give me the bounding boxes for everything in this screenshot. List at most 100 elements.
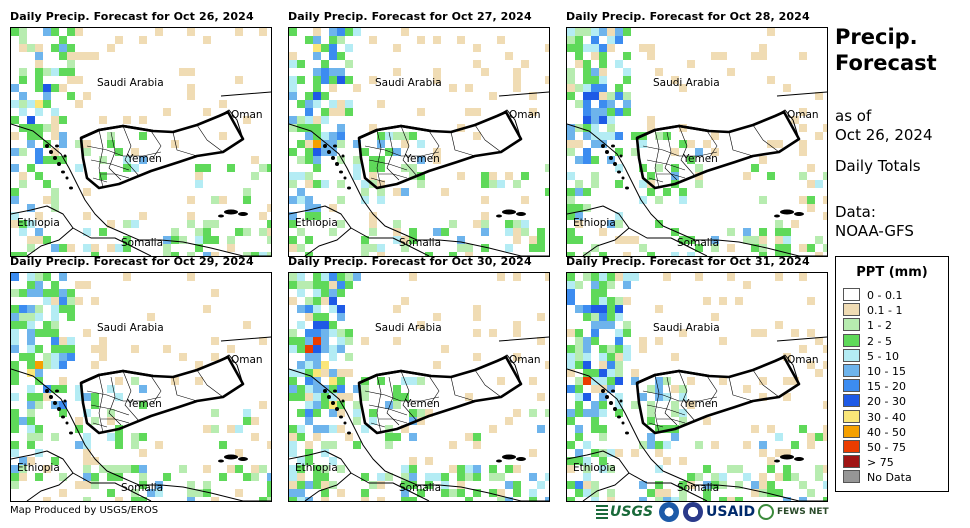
precip-cell	[91, 393, 99, 401]
precip-cell	[575, 220, 583, 228]
precip-cell	[679, 489, 687, 497]
precip-cell	[377, 196, 385, 204]
precip-cell	[329, 68, 337, 76]
precip-cell	[11, 212, 19, 220]
precip-cell	[767, 465, 775, 473]
precip-cell	[615, 345, 623, 353]
precip-cell	[139, 132, 147, 140]
precip-cell	[227, 236, 235, 244]
precip-cell	[11, 100, 19, 108]
precip-cell	[345, 281, 353, 289]
precip-cell	[377, 252, 385, 256]
precip-cell	[567, 148, 575, 156]
precip-cell	[583, 473, 591, 481]
yemen-province-boundary	[379, 418, 408, 424]
precip-cell	[11, 361, 19, 369]
map-panel-oct-29: Daily Precip. Forecast for Oct 29, 2024 …	[10, 255, 272, 502]
precip-cell	[599, 377, 607, 385]
yemen-province-boundary	[370, 422, 386, 428]
precip-cell	[505, 52, 513, 60]
precip-cell	[449, 252, 457, 256]
precip-cell	[329, 108, 337, 116]
precip-cell	[377, 180, 385, 188]
precip-cell	[567, 497, 575, 501]
precip-cell	[567, 481, 575, 489]
precip-cell	[19, 473, 27, 481]
precip-cell	[361, 244, 369, 252]
precip-cell	[243, 321, 251, 329]
island-marker	[69, 431, 73, 435]
yemen-province-boundary	[752, 124, 780, 153]
precip-cell	[243, 188, 251, 196]
precip-cell	[35, 425, 43, 433]
precip-cell	[393, 44, 401, 52]
precip-cell	[591, 76, 599, 84]
precip-cell	[567, 132, 575, 140]
precip-cell	[313, 76, 321, 84]
panel-title: Daily Precip. Forecast for Oct 28, 2024	[566, 10, 810, 23]
precip-cell	[297, 228, 305, 236]
precip-cell	[567, 353, 575, 361]
precip-cell	[27, 281, 35, 289]
precip-cell	[567, 76, 575, 84]
precip-cell	[567, 204, 575, 212]
precip-cell	[51, 132, 59, 140]
precip-cell	[671, 252, 679, 256]
precip-cell	[513, 353, 521, 361]
precip-cell	[719, 497, 727, 501]
precip-cell	[99, 353, 107, 361]
precip-cell	[537, 425, 545, 433]
precip-cell	[599, 393, 607, 401]
precip-cell	[631, 273, 639, 281]
precip-cell	[393, 220, 401, 228]
precip-cell	[289, 497, 297, 501]
precip-cell	[11, 417, 19, 425]
precip-cell	[473, 60, 481, 68]
precip-cell	[545, 497, 549, 501]
precip-cell	[139, 212, 147, 220]
precip-cell	[11, 28, 19, 36]
precip-cell	[433, 313, 441, 321]
precip-cell	[401, 297, 409, 305]
precip-cell	[139, 449, 147, 457]
precip-cell	[631, 132, 639, 140]
island-marker	[341, 399, 345, 403]
precip-cell	[267, 228, 271, 236]
island-marker	[238, 212, 248, 216]
precip-cell	[537, 244, 545, 252]
yemen-province-boundary	[474, 124, 502, 153]
precip-cell	[305, 385, 313, 393]
precip-cell	[297, 116, 305, 124]
precip-cell	[321, 132, 329, 140]
precip-cell	[417, 108, 425, 116]
precip-cell	[377, 100, 385, 108]
precip-cell	[51, 433, 59, 441]
precip-cell	[465, 108, 473, 116]
island-marker	[496, 459, 502, 463]
precip-cell	[575, 329, 583, 337]
precip-cell	[687, 401, 695, 409]
precip-cell	[807, 361, 815, 369]
precip-cell	[59, 132, 67, 140]
precip-cell	[719, 481, 727, 489]
precip-cell	[599, 68, 607, 76]
precip-cell	[35, 313, 43, 321]
legend-item: 30 - 40	[843, 409, 906, 424]
precip-cell	[75, 385, 83, 393]
precip-cell	[639, 345, 647, 353]
precip-cell	[679, 409, 687, 417]
ethiopia-somalia-border	[72, 227, 152, 256]
precip-cell	[35, 273, 43, 281]
precip-cell	[433, 76, 441, 84]
precip-cell	[321, 148, 329, 156]
precip-cell	[433, 228, 441, 236]
precip-cell	[615, 305, 623, 313]
precip-cell	[639, 180, 647, 188]
precip-cell	[329, 228, 337, 236]
precip-cell	[623, 329, 631, 337]
precip-cell	[599, 305, 607, 313]
island-marker	[609, 156, 613, 160]
yemen-province-boundary	[474, 369, 502, 398]
precip-cell	[297, 425, 305, 433]
ethiopia-border	[11, 205, 74, 256]
